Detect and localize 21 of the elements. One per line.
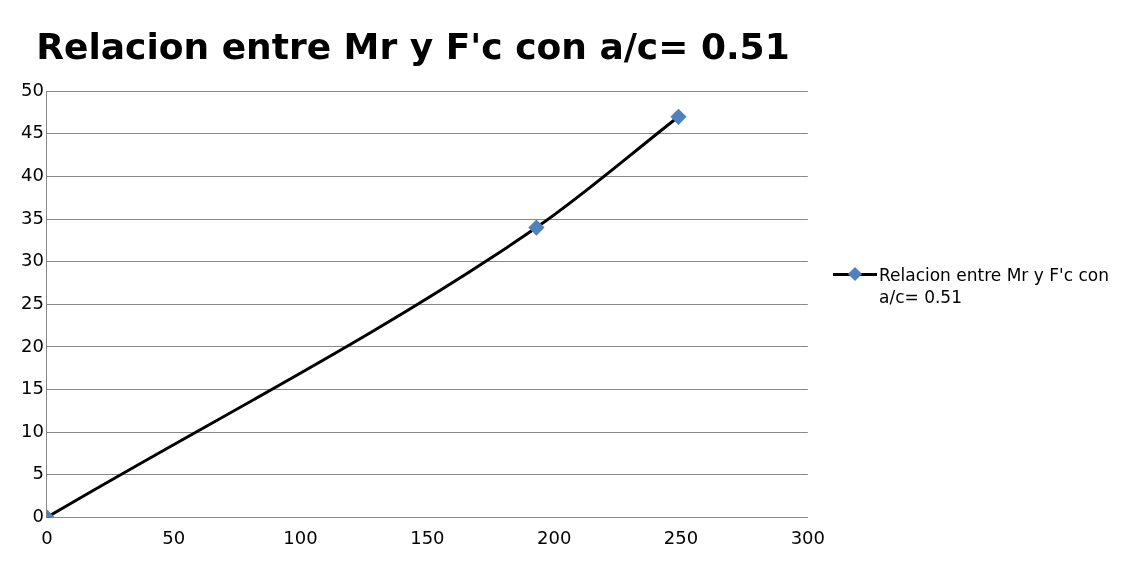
- y-tick-label: 50: [21, 78, 44, 100]
- y-tick-label: 45: [21, 121, 44, 143]
- y-tick-label: 25: [21, 291, 44, 313]
- y-tick-label: 40: [21, 164, 44, 186]
- x-tick-label: 300: [790, 526, 825, 548]
- x-tick-label: 250: [663, 526, 699, 548]
- x-tick-label: 100: [283, 526, 318, 548]
- y-tick-label: 5: [32, 462, 44, 484]
- y-tick-label: 15: [21, 377, 44, 399]
- y-tick-label: 10: [21, 419, 44, 441]
- y-tick-label: 35: [21, 206, 44, 228]
- legend-label: Relacion entre Mr y F'c con a/c= 0.51: [879, 263, 1110, 308]
- y-tick-label: 20: [21, 334, 44, 356]
- y-tick-label: 30: [21, 249, 44, 271]
- point: [670, 109, 686, 125]
- x-tick-label: 150: [410, 526, 445, 548]
- x-tick-label: 200: [537, 526, 572, 548]
- point: [528, 220, 544, 236]
- x-tick-label: 50: [162, 526, 186, 548]
- chart-title: Relacion entre Mr y F'c con a/c= 0.51: [36, 25, 790, 67]
- y-tick-label: 0: [32, 505, 44, 527]
